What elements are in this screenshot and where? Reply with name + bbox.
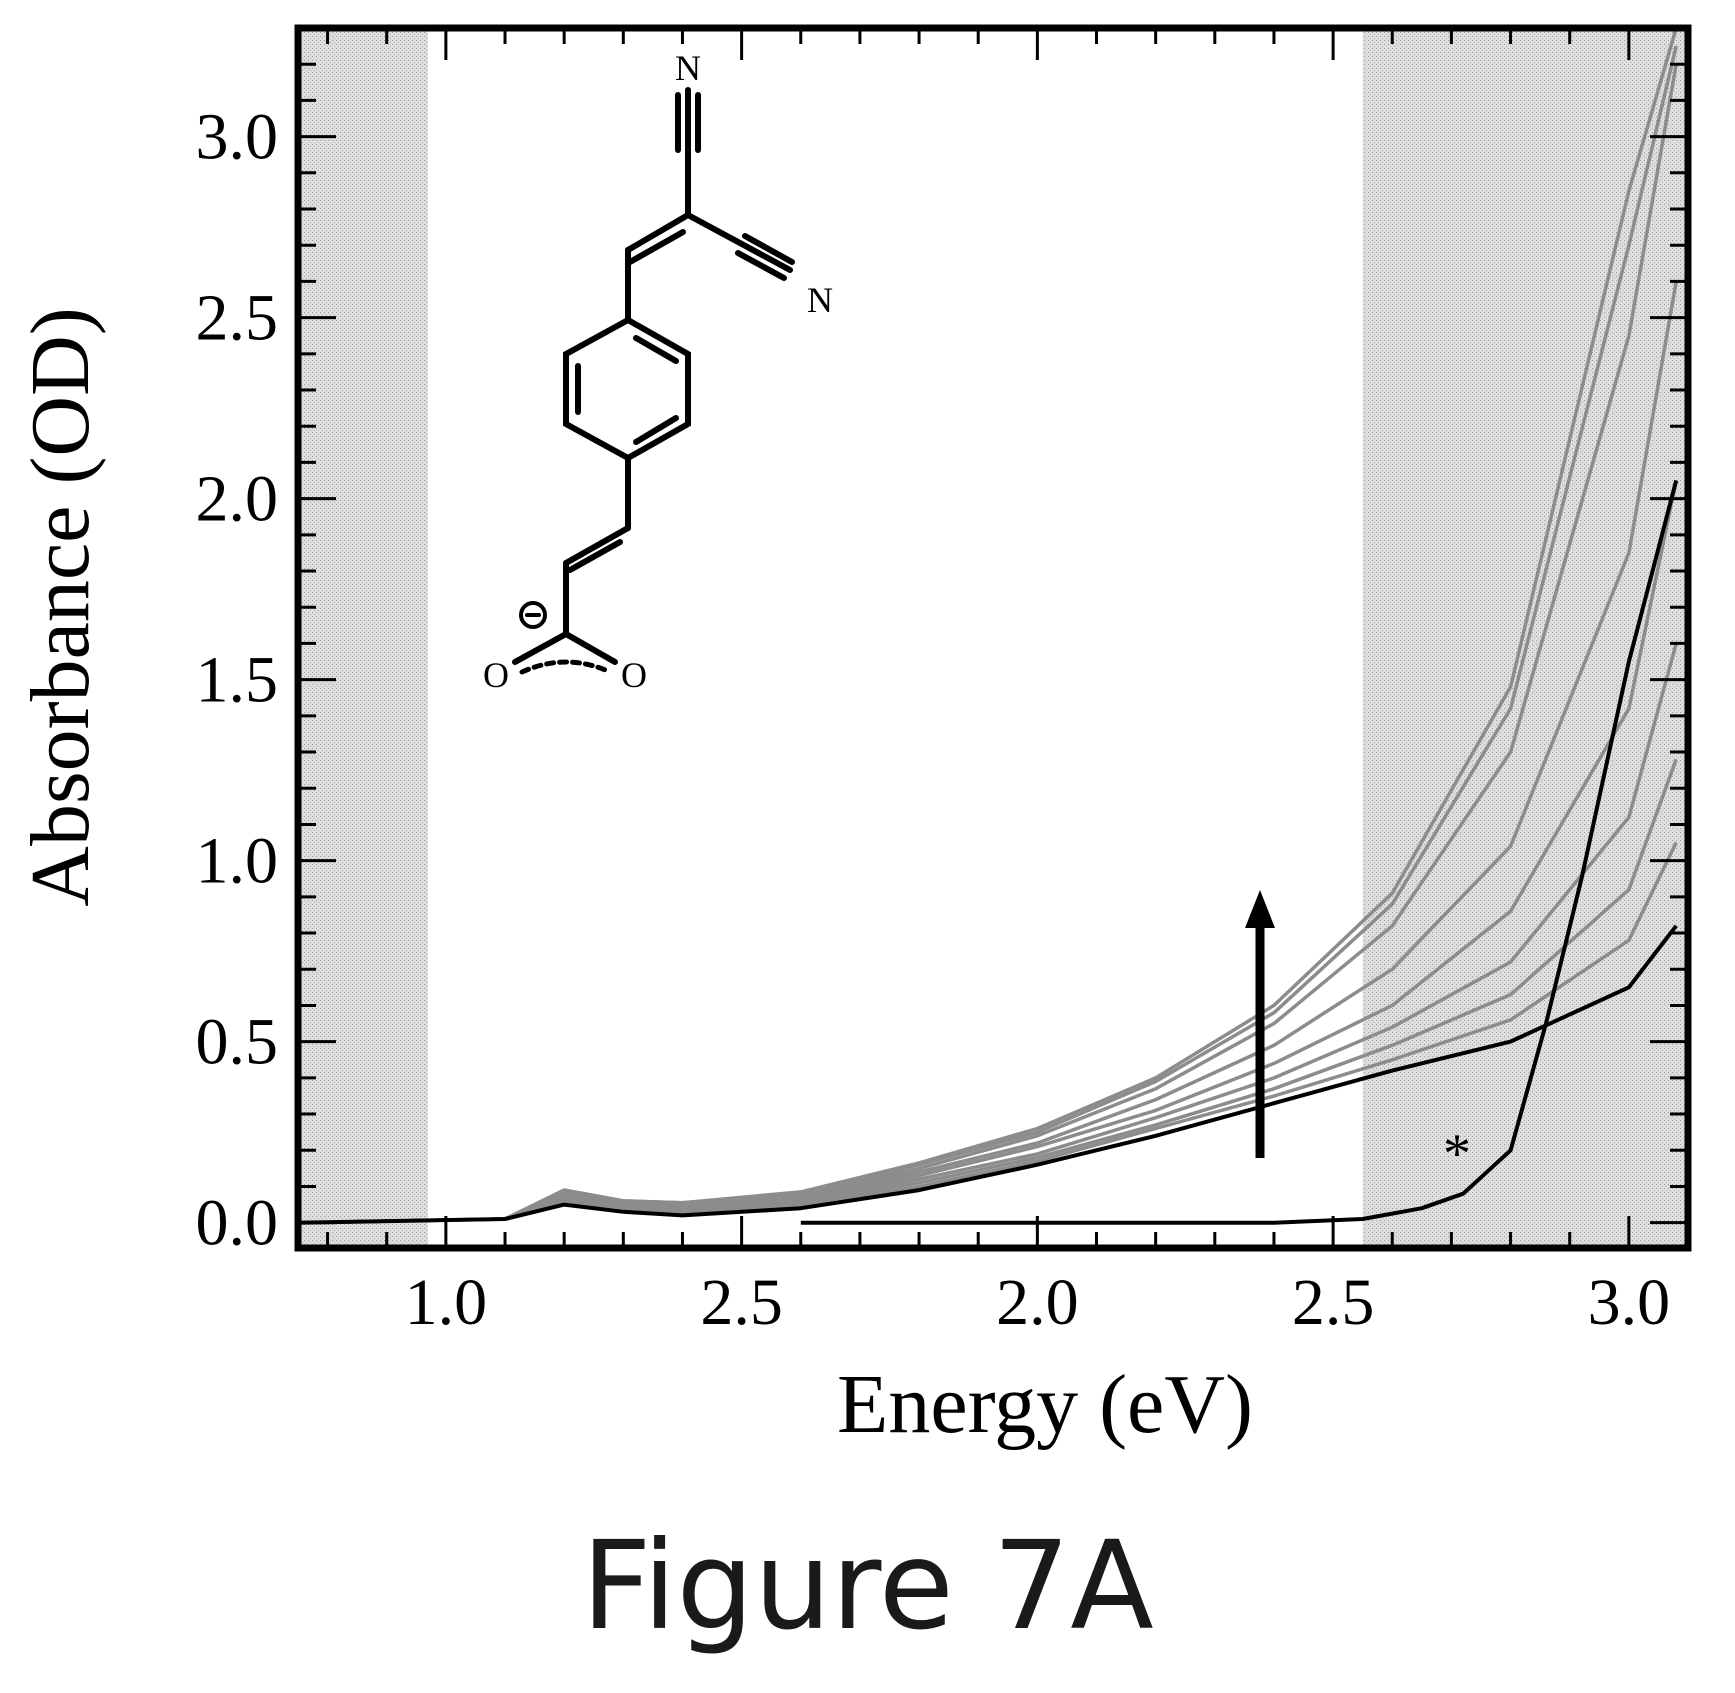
plot-frame [294,24,1692,1252]
figure-caption: Figure 7A [581,1515,1154,1657]
asterisk-marker: * [1443,1123,1471,1185]
axis-tick-labels: 0.0 0.5 1.0 1.5 2.0 2.5 3.0 1.0 2.5 2.0 2.5 3.0 [196,101,1671,1339]
molecule-structure [512,87,795,675]
spectrum-line-8 [298,28,1678,1225]
y-axis-title: Absorbance (OD) [14,307,107,906]
increase-arrow [1245,890,1275,1158]
y-tick-label: 1.0 [196,825,279,898]
axis-ticks [298,28,1688,1248]
spectrum-line-3 [298,642,1678,1225]
shaded-regions [298,28,1688,1248]
oxygen-right-label: O [621,655,647,695]
y-tick-label: 2.5 [196,282,279,355]
spectrum-line-0 [298,924,1678,1225]
y-tick-label: 1.5 [196,644,279,717]
spectrum-line-1 [298,841,1678,1225]
y-tick-label: 0.0 [196,1187,279,1260]
x-tick-label: 2.5 [1292,1266,1375,1339]
x-tick-label: 3.0 [1588,1266,1671,1339]
x-axis-title: Energy (eV) [837,1358,1253,1451]
y-tick-label: 0.5 [196,1006,279,1079]
y-tick-label: 2.0 [196,463,279,536]
x-tick-label: 2.0 [996,1266,1079,1339]
spectrum-line-6 [298,63,1678,1225]
y-tick-label: 3.0 [196,101,279,174]
nitrogen-top-label: N [675,48,701,88]
x-tick-label: 1.0 [405,1266,488,1339]
oxygen-left-label: O [483,655,509,695]
shaded-region-0 [298,28,429,1248]
spectra-series [298,28,1679,1225]
spectrum-line-2 [298,758,1678,1225]
nitrogen-right-label: N [807,280,833,320]
x-tick-label: 2.5 [700,1266,783,1339]
spectrum-line-5 [298,281,1678,1225]
